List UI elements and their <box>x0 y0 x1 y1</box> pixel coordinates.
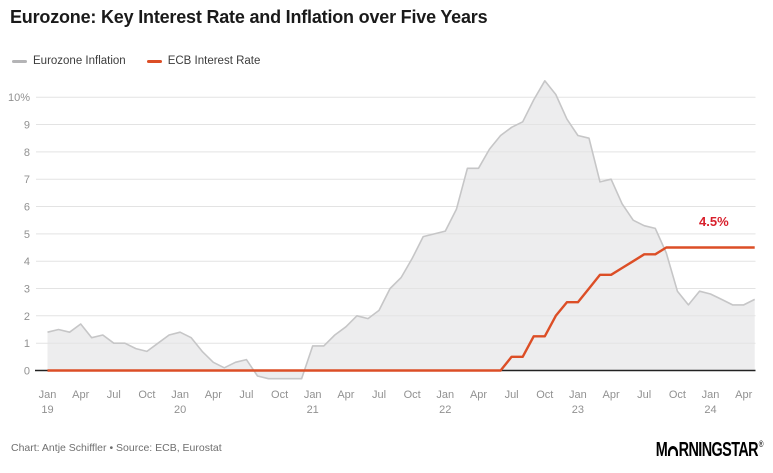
svg-text:Apr: Apr <box>205 389 222 401</box>
svg-text:0: 0 <box>24 366 30 378</box>
svg-text:8: 8 <box>24 147 30 159</box>
svg-text:3: 3 <box>24 284 30 296</box>
morningstar-logo: M RNINGSTAR ® <box>655 439 764 462</box>
svg-text:1: 1 <box>24 338 30 350</box>
svg-text:Jan: Jan <box>304 389 322 401</box>
legend-item-ecb-rate: ECB Interest Rate <box>146 55 261 67</box>
svg-text:Jul: Jul <box>637 389 651 401</box>
svg-text:Jul: Jul <box>372 389 386 401</box>
svg-text:21: 21 <box>307 404 319 416</box>
svg-text:Jan: Jan <box>171 389 189 401</box>
svg-text:Oct: Oct <box>271 389 288 401</box>
svg-text:Jul: Jul <box>239 389 253 401</box>
svg-text:9: 9 <box>24 120 30 132</box>
svg-text:Oct: Oct <box>669 389 686 401</box>
svg-text:Jan: Jan <box>702 389 720 401</box>
rate-value-annotation: 4.5% <box>699 214 729 229</box>
svg-text:Apr: Apr <box>337 389 354 401</box>
svg-text:23: 23 <box>572 404 584 416</box>
svg-text:22: 22 <box>439 404 451 416</box>
svg-text:20: 20 <box>174 404 186 416</box>
svg-text:Jan: Jan <box>436 389 454 401</box>
svg-text:Jul: Jul <box>505 389 519 401</box>
svg-text:Jul: Jul <box>107 389 121 401</box>
svg-text:2: 2 <box>24 311 30 323</box>
svg-text:Apr: Apr <box>603 389 620 401</box>
svg-text:Jan: Jan <box>569 389 587 401</box>
legend: Eurozone Inflation ECB Interest Rate <box>12 55 281 67</box>
svg-text:19: 19 <box>41 404 53 416</box>
svg-text:Apr: Apr <box>470 389 487 401</box>
svg-text:Oct: Oct <box>536 389 553 401</box>
logo-text-rningstar: RNINGSTAR <box>678 439 759 461</box>
ecb-rate-swatch-icon <box>146 59 162 63</box>
svg-text:Jan: Jan <box>39 389 57 401</box>
morningstar-arc-icon <box>667 446 679 456</box>
chart-title: Eurozone: Key Interest Rate and Inflatio… <box>10 7 488 27</box>
svg-text:10%: 10% <box>8 92 30 104</box>
svg-text:7: 7 <box>24 174 30 186</box>
legend-label-inflation: Eurozone Inflation <box>33 55 126 67</box>
svg-text:5: 5 <box>24 229 30 241</box>
svg-text:Apr: Apr <box>72 389 89 401</box>
legend-label-ecb-rate: ECB Interest Rate <box>167 55 261 67</box>
logo-text-m: M <box>655 439 668 461</box>
svg-text:Oct: Oct <box>138 389 155 401</box>
chart-credit: Chart: Antje Schiffler • Source: ECB, Eu… <box>11 442 222 454</box>
svg-text:6: 6 <box>24 202 30 214</box>
svg-text:4: 4 <box>24 256 30 268</box>
legend-item-inflation: Eurozone Inflation <box>12 55 126 67</box>
svg-text:24: 24 <box>704 404 716 416</box>
svg-text:Oct: Oct <box>404 389 421 401</box>
registered-trademark-icon: ® <box>758 439 764 449</box>
inflation-swatch-icon <box>12 59 27 63</box>
svg-text:Apr: Apr <box>735 389 752 401</box>
